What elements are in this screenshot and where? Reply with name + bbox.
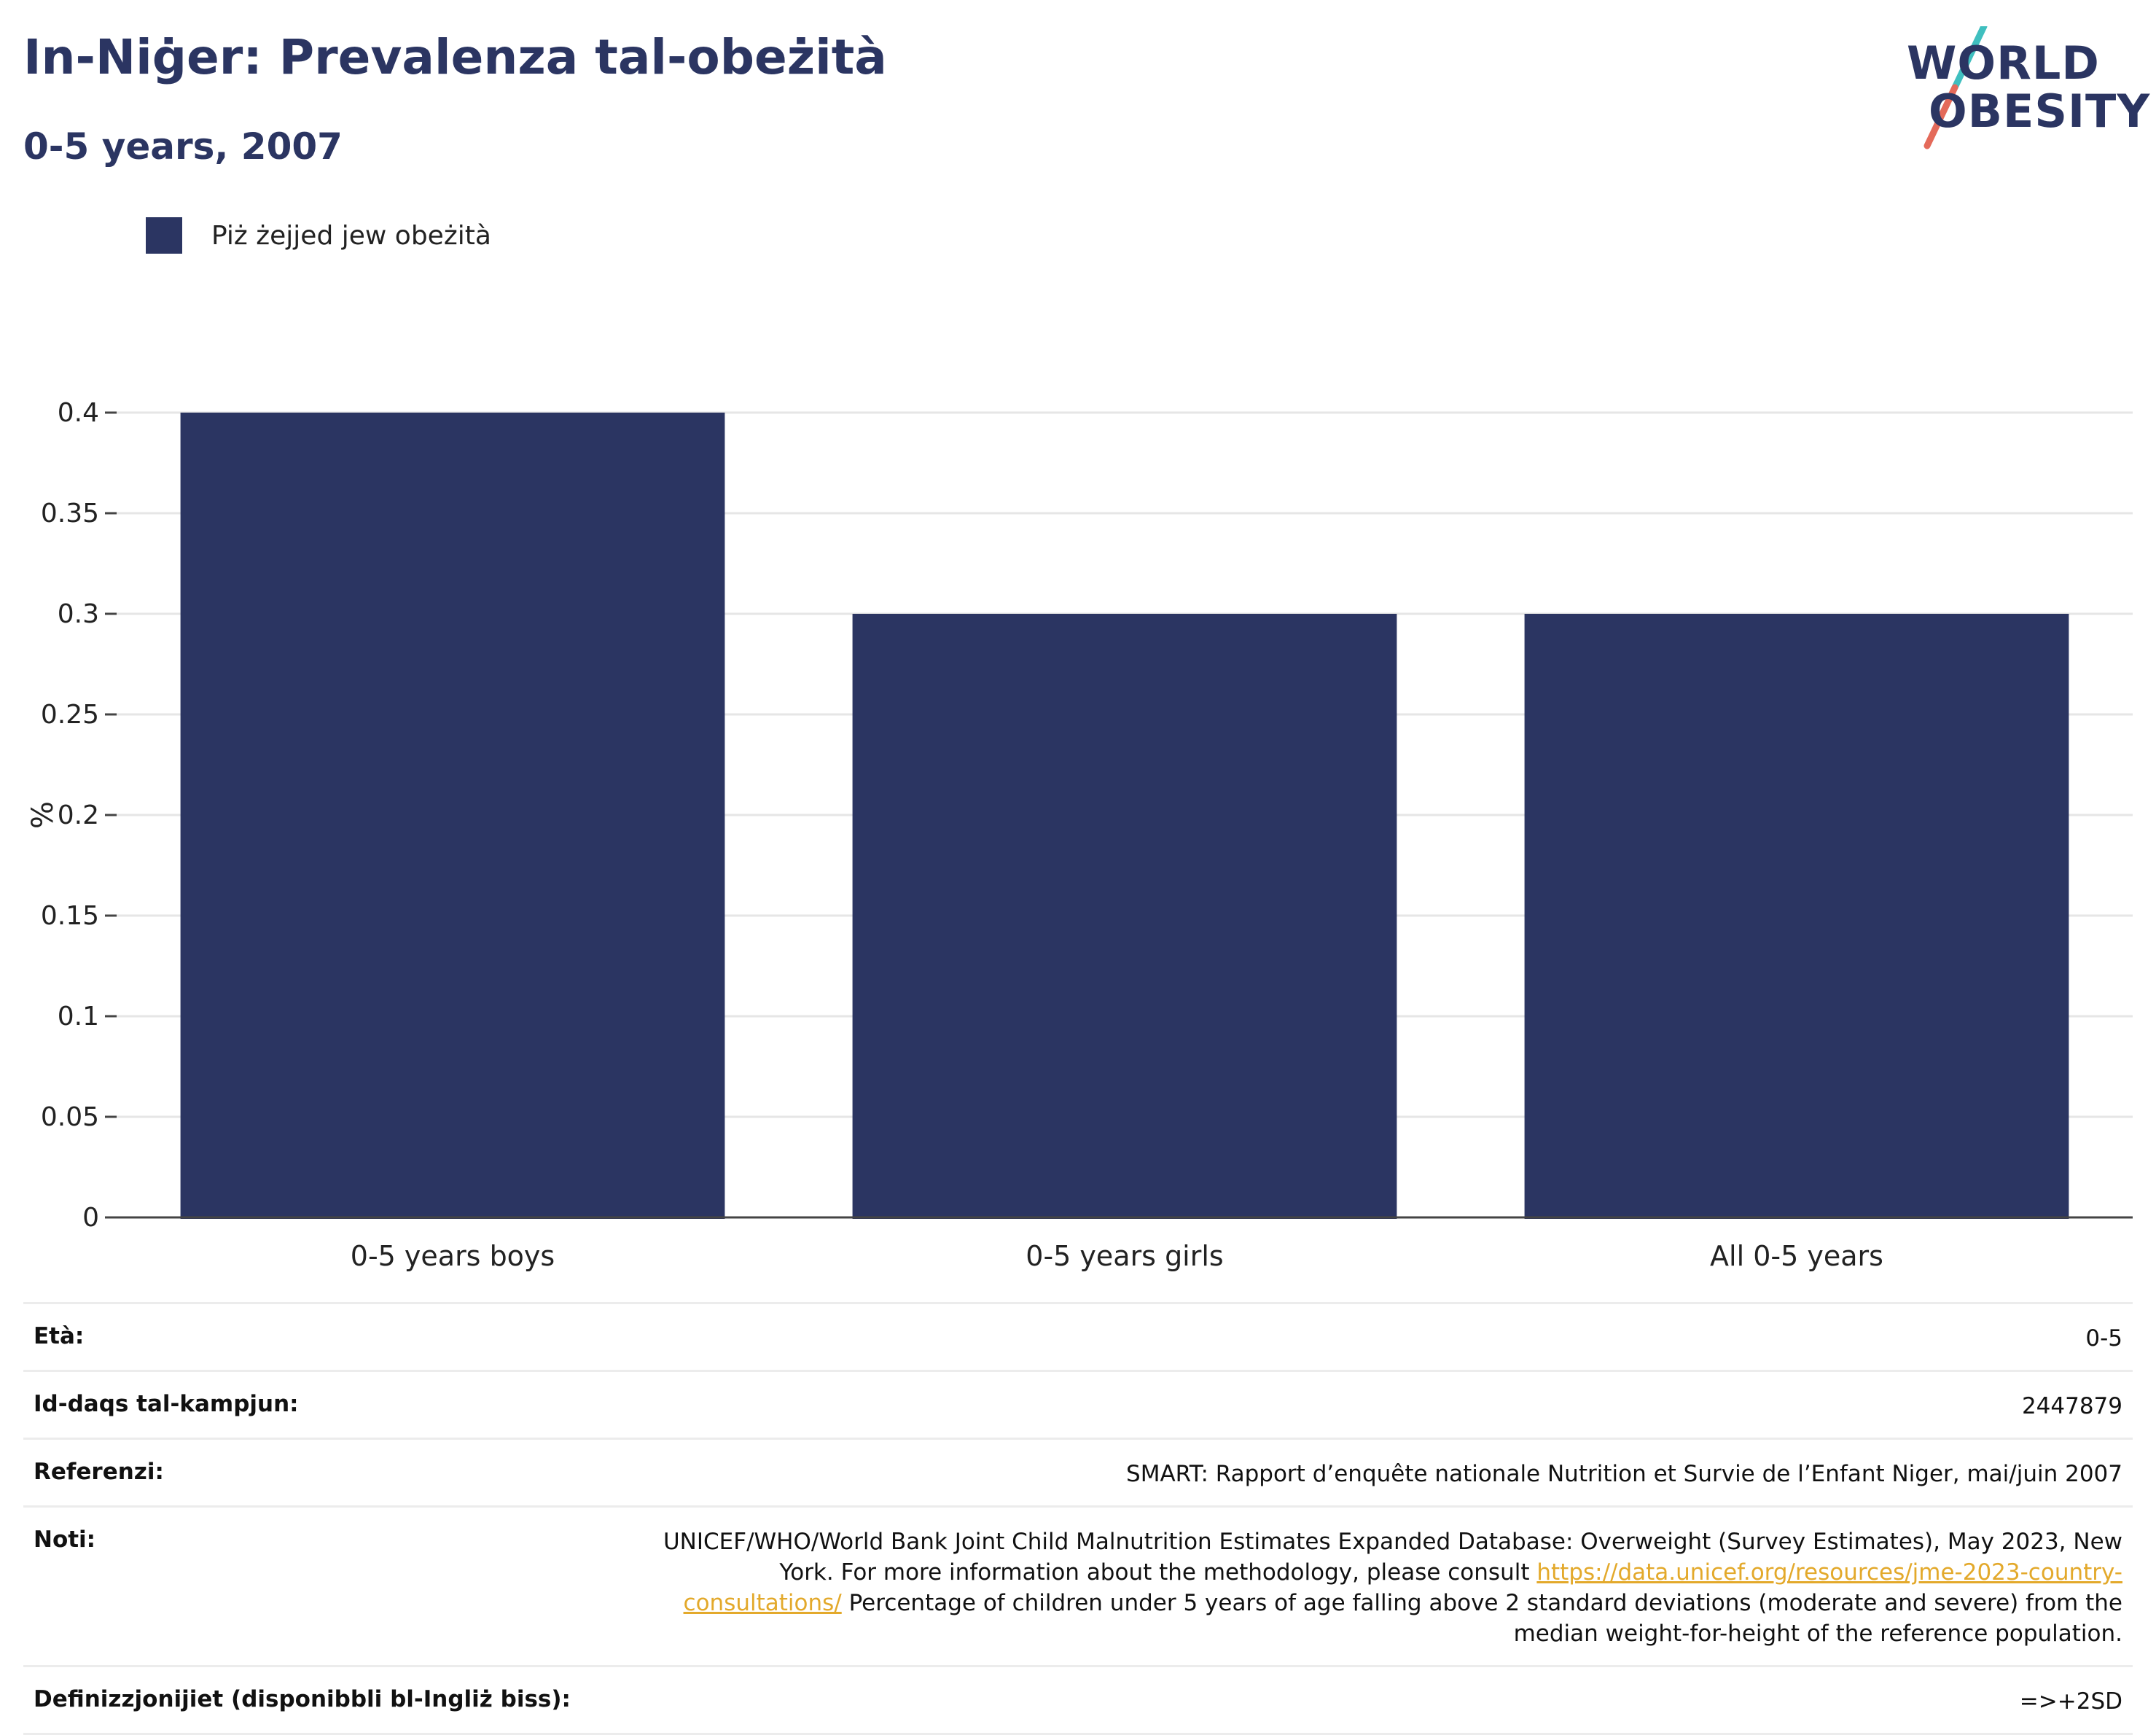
notes-text-part2: Percentage of children under 5 years of … — [841, 1590, 2122, 1647]
logo-slash-icon — [1923, 26, 1988, 149]
axis-labels: 0 0.05 0.1 0.15 0.2 0.25 0.3 0.35 0.4 0-5 years b… — [26, 398, 1883, 1272]
logo-text-world: WORLD — [1907, 36, 2100, 90]
meta-row-references: Referenzi: SMART: Rapport d’enquête nati… — [23, 1438, 2133, 1505]
bar — [180, 413, 725, 1219]
axes — [105, 411, 2133, 1219]
methodology-link[interactable]: https://data.unicef.org/resources/jme-20… — [683, 1559, 2122, 1616]
metadata-table: Età: 0-5 Id-daqs tal-kampjun: 2447879 Re… — [23, 1302, 2133, 1735]
definitions-value: =>+2SD — [2019, 1688, 2122, 1715]
definitions-label: Definizzjonijiet (disponibbli bl-Ingliż … — [34, 1686, 571, 1712]
y-tick-label: 0.3 — [58, 599, 99, 629]
notes-text-part1: UNICEF/WHO/World Bank Joint Child Malnut… — [663, 1529, 2122, 1586]
y-tick-label: 0.4 — [58, 398, 99, 428]
age-label: Età: — [34, 1323, 85, 1349]
references-value: SMART: Rapport d’enquête nationale Nutri… — [1126, 1461, 2122, 1487]
legend-swatch — [146, 217, 182, 254]
y-tick-label: 0.35 — [41, 499, 99, 529]
legend-label: Piż żejjed jew obeżità — [211, 220, 491, 251]
x-category-label: 0-5 years girls — [1026, 1240, 1223, 1272]
notes-value: UNICEF/WHO/World Bank Joint Child Malnut… — [628, 1527, 2122, 1649]
logo-text-obesity: OBESITY — [1929, 85, 2151, 138]
bar — [852, 614, 1397, 1219]
chart-legend: Piż żejjed jew obeżità — [146, 217, 491, 254]
page-title: In-Niġer: Prevalenza tal-obeżità — [23, 29, 887, 85]
references-label: Referenzi: — [34, 1459, 164, 1485]
sample-size-value: 2447879 — [2021, 1393, 2122, 1419]
page-subtitle: 0-5 years, 2007 — [23, 125, 343, 168]
y-axis-title: % — [26, 801, 60, 829]
meta-row-definitions: Definizzjonijiet (disponibbli bl-Ingliż … — [23, 1665, 2133, 1735]
bars — [180, 413, 2069, 1219]
y-tick-label: 0.2 — [58, 800, 99, 830]
y-tick-label: 0.15 — [41, 901, 99, 931]
bar-chart: 0 0.05 0.1 0.15 0.2 0.25 0.3 0.35 0.4 0-5 years b… — [26, 398, 2133, 1272]
y-tick-label: 0.25 — [41, 700, 99, 730]
y-tick-label: 0.1 — [58, 1002, 99, 1032]
bar — [1524, 614, 2069, 1219]
x-category-label: All 0-5 years — [1710, 1240, 1883, 1272]
notes-label: Noti: — [34, 1527, 96, 1553]
meta-row-sample-size: Id-daqs tal-kampjun: 2447879 — [23, 1370, 2133, 1438]
meta-row-age: Età: 0-5 — [23, 1302, 2133, 1370]
sample-size-label: Id-daqs tal-kampjun: — [34, 1391, 299, 1417]
meta-row-notes: Noti: UNICEF/WHO/World Bank Joint Child … — [23, 1505, 2133, 1665]
x-category-label: 0-5 years boys — [351, 1240, 555, 1272]
age-value: 0-5 — [2085, 1325, 2122, 1352]
y-tick-label: 0 — [82, 1203, 99, 1233]
y-tick-label: 0.05 — [41, 1102, 99, 1132]
world-obesity-logo: WORLD OBESITY — [1902, 26, 2149, 157]
